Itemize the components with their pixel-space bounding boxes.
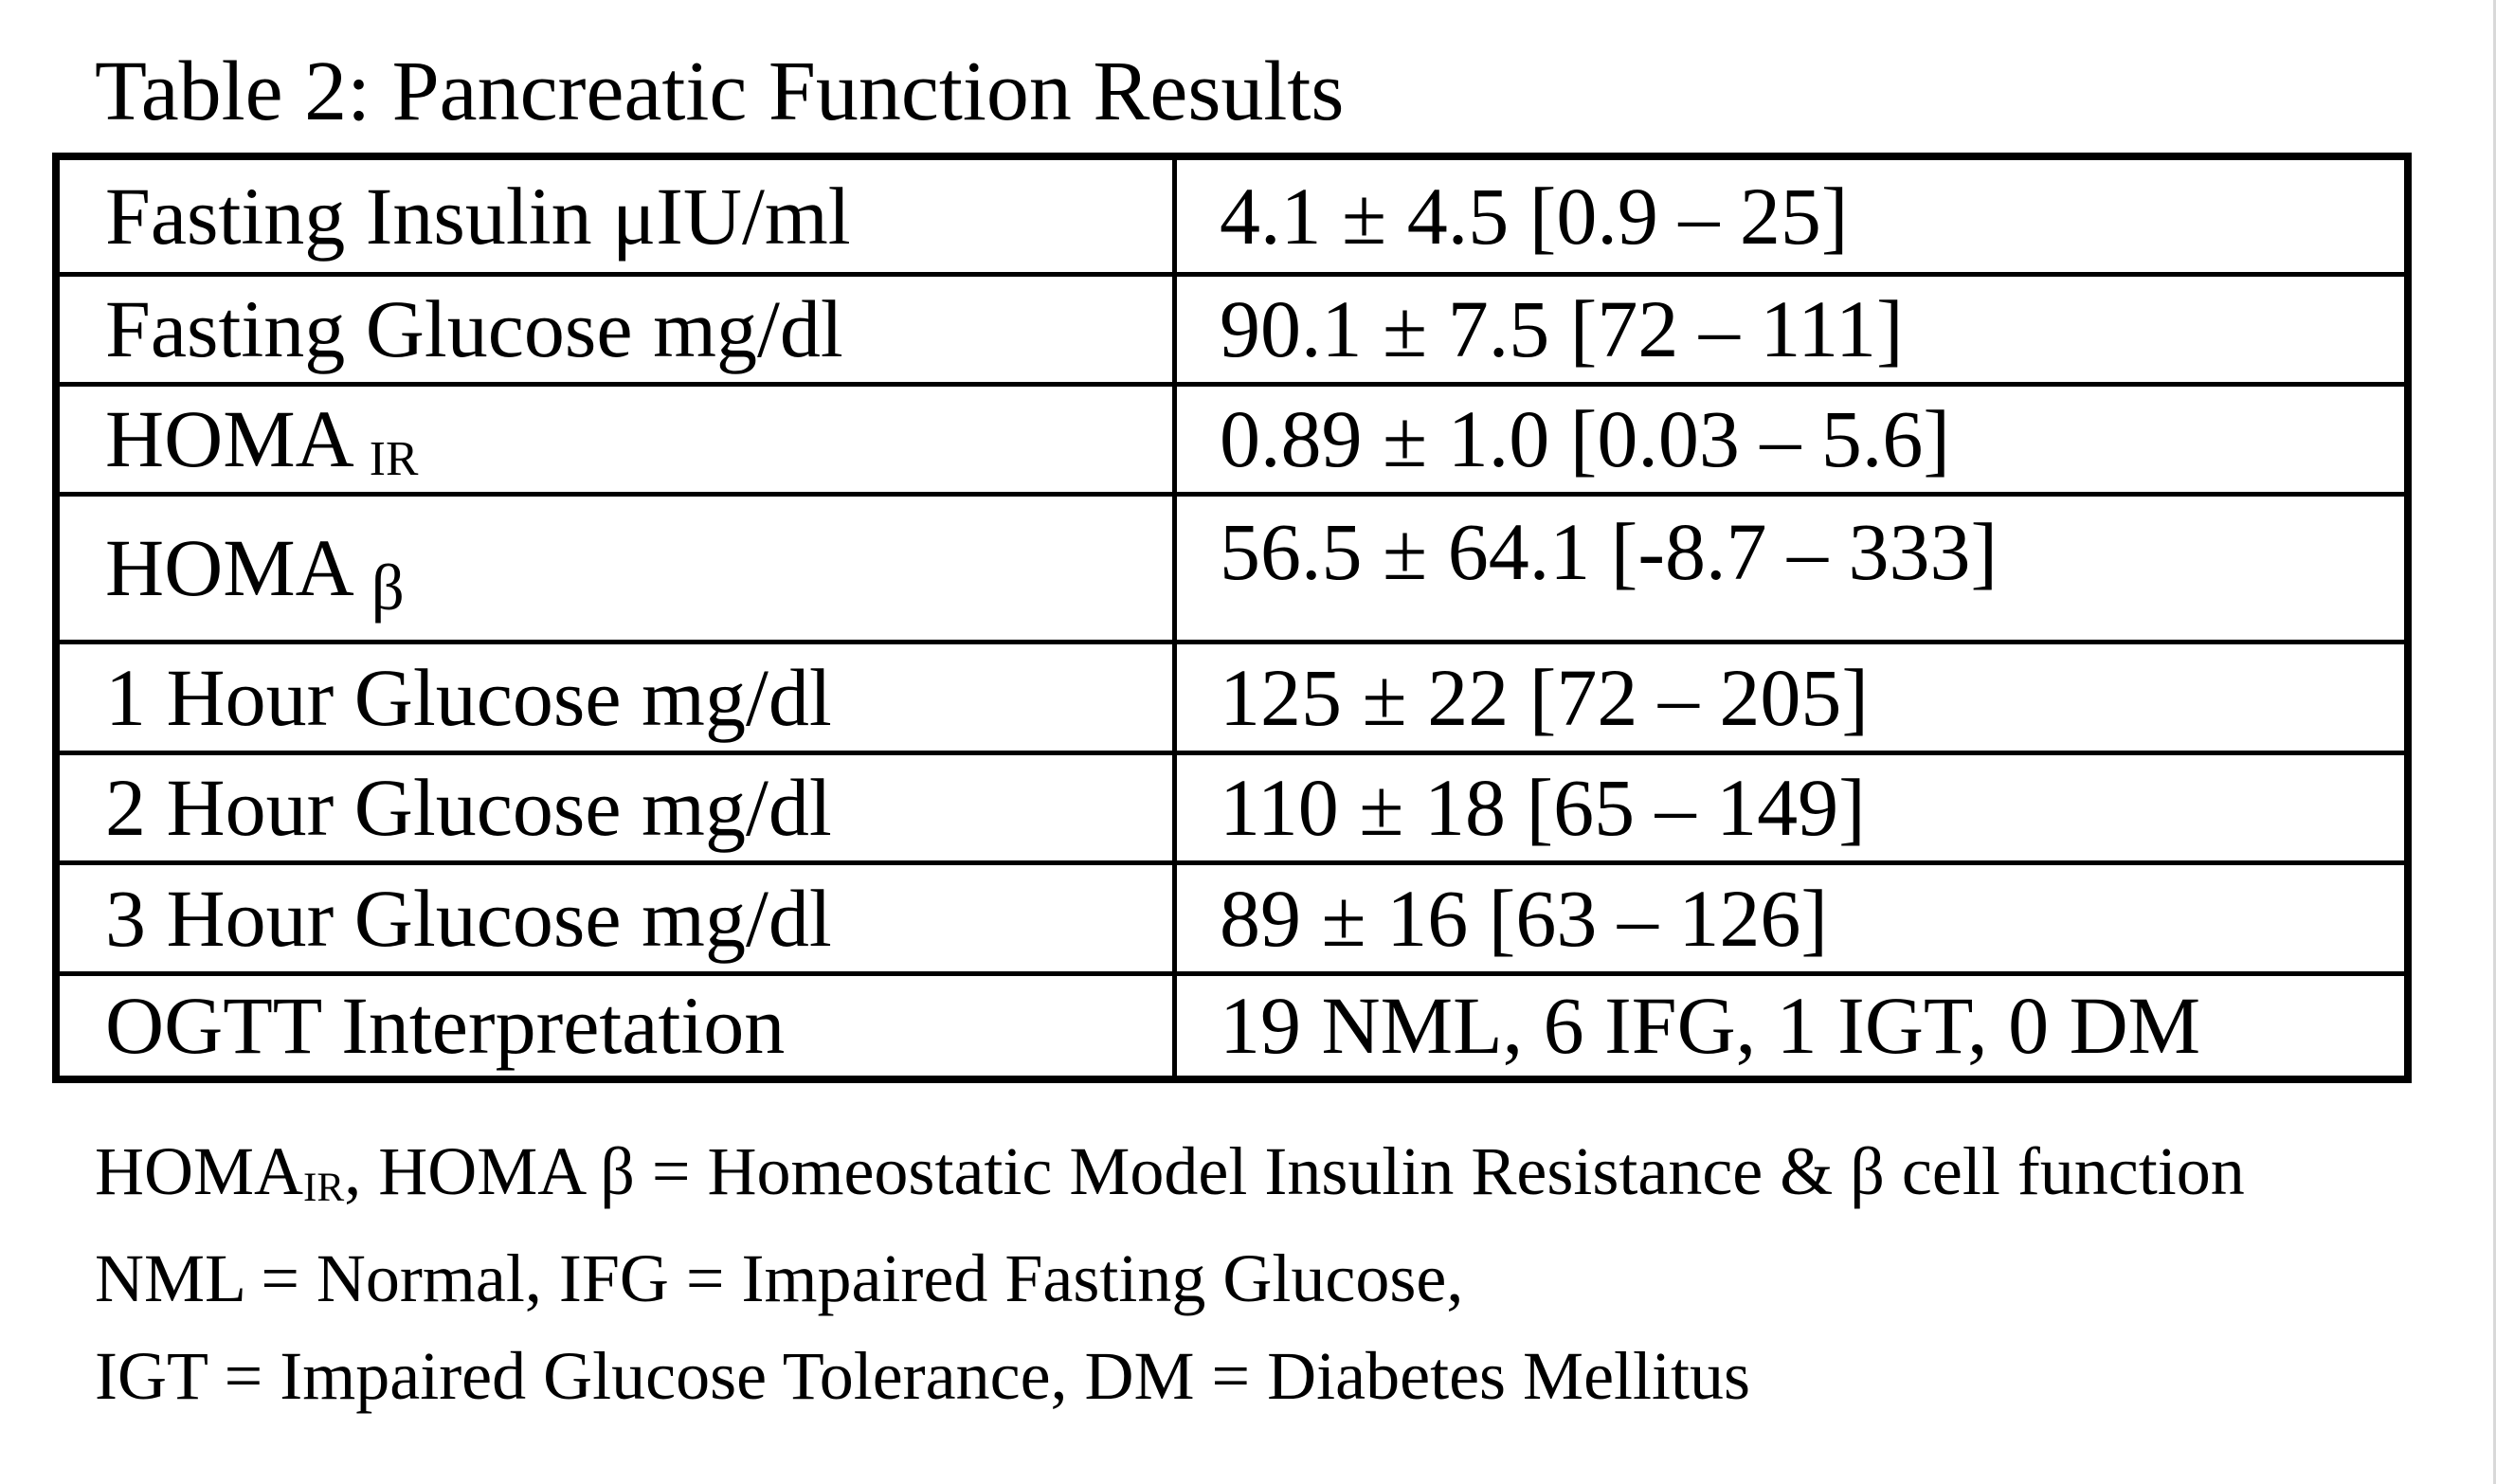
row-value-fasting-insulin: 4.1 ± 4.5 [0.9 – 25] <box>1172 154 2411 277</box>
pancreatic-function-table: Fasting Insulin μIU/ml 4.1 ± 4.5 [0.9 – … <box>52 153 2412 1083</box>
row-value-1-hour-glucose: 125 ± 22 [72 – 205] <box>1172 639 2411 755</box>
table-row: Fasting Glucose mg/dl 90.1 ± 7.5 [72 – 1… <box>53 271 2411 387</box>
row-label-ogtt-interpretation: OGTT Interpretation <box>53 970 1177 1082</box>
table-row: 1 Hour Glucose mg/dl 125 ± 22 [72 – 205] <box>53 639 2411 755</box>
row-label-homa-beta: HOMA β <box>53 491 1177 644</box>
row-value-3-hour-glucose: 89 ± 16 [63 – 126] <box>1172 860 2411 976</box>
row-value-ogtt-interpretation: 19 NML, 6 IFG, 1 IGT, 0 DM <box>1172 970 2411 1082</box>
footnote-homa-ir-subscript: IR <box>303 1165 345 1210</box>
row-value-fasting-glucose: 90.1 ± 7.5 [72 – 111] <box>1172 271 2411 387</box>
table-row: 2 Hour Glucose mg/dl 110 ± 18 [65 – 149] <box>53 750 2411 865</box>
table-title: Table 2: Pancreatic Function Results <box>95 45 1345 138</box>
footnote-igt-dm-definition: IGT = Impaired Glucose Tolerance, DM = D… <box>95 1338 1751 1414</box>
footnote-homa-rest: , HOMA β = Homeostatic Model Insulin Res… <box>344 1133 2245 1209</box>
row-value-2-hour-glucose: 110 ± 18 [65 – 149] <box>1172 750 2411 865</box>
table-row: Fasting Insulin μIU/ml 4.1 ± 4.5 [0.9 – … <box>53 154 2411 277</box>
row-label-3-hour-glucose: 3 Hour Glucose mg/dl <box>53 860 1177 976</box>
footnote-nml-ifg-definition: NML = Normal, IFG = Impaired Fasting Glu… <box>95 1240 1464 1316</box>
table-footnotes: HOMAIR, HOMA β = Homeostatic Model Insul… <box>95 1123 2245 1425</box>
homa-beta-subscript: β <box>371 552 405 624</box>
footnote-homa-base: HOMA <box>95 1133 304 1209</box>
row-label-fasting-glucose: Fasting Glucose mg/dl <box>53 271 1177 387</box>
row-label-1-hour-glucose: 1 Hour Glucose mg/dl <box>53 639 1177 755</box>
homa-ir-base: HOMA <box>105 393 354 484</box>
footnote-homa-definition: HOMAIR, HOMA β = Homeostatic Model Insul… <box>95 1123 2245 1230</box>
page-edge-line <box>2493 0 2496 1484</box>
table-row: HOMA IR 0.89 ± 1.0 [0.03 – 5.6] <box>53 381 2411 497</box>
homa-beta-base: HOMA <box>105 522 354 613</box>
row-label-fasting-insulin: Fasting Insulin μIU/ml <box>53 154 1177 277</box>
table-row: 3 Hour Glucose mg/dl 89 ± 16 [63 – 126] <box>53 860 2411 976</box>
row-value-homa-beta: 56.5 ± 64.1 [-8.7 – 333] <box>1172 491 2411 644</box>
row-label-homa-ir: HOMA IR <box>53 381 1177 497</box>
table-row: HOMA β 56.5 ± 64.1 [-8.7 – 333] <box>53 491 2411 644</box>
homa-ir-subscript: IR <box>369 432 419 487</box>
row-label-2-hour-glucose: 2 Hour Glucose mg/dl <box>53 750 1177 865</box>
row-value-homa-ir: 0.89 ± 1.0 [0.03 – 5.6] <box>1172 381 2411 497</box>
table-row: OGTT Interpretation 19 NML, 6 IFG, 1 IGT… <box>53 970 2411 1082</box>
